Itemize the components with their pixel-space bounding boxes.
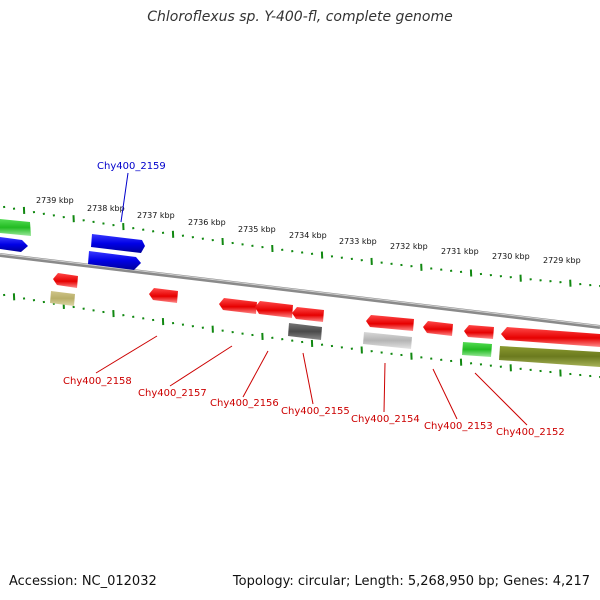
scale-label: 2734 kbp bbox=[289, 231, 327, 240]
gene-labels: Chy400_2159 Chy400_2158 Chy400_2157 Chy4… bbox=[63, 161, 565, 438]
gene-label[interactable]: Chy400_2152 bbox=[496, 427, 565, 438]
gene-label[interactable]: Chy400_2157 bbox=[138, 388, 207, 399]
reverse-cds-Chy400_2157[interactable] bbox=[149, 288, 178, 303]
genome-backbone bbox=[0, 253, 600, 329]
scale-label: 2735 kbp bbox=[238, 225, 276, 234]
forward-cds-feature[interactable] bbox=[0, 237, 28, 252]
reverse-cds-Chy400_2158[interactable] bbox=[53, 273, 78, 288]
rna-feature[interactable] bbox=[462, 342, 492, 357]
accession-text: Accession: NC_012032 bbox=[9, 574, 157, 589]
leader-line bbox=[169, 345, 233, 387]
genome-stats-text: Topology: circular; Length: 5,268,950 bp… bbox=[232, 574, 590, 589]
genome-backbone-highlight bbox=[0, 253, 600, 327]
gene-label[interactable]: Chy400_2153 bbox=[424, 421, 493, 432]
leader-line bbox=[383, 362, 386, 413]
pseudogene-feature[interactable] bbox=[288, 323, 322, 340]
gene-label[interactable]: Chy400_2156 bbox=[210, 398, 279, 409]
leader-line bbox=[432, 368, 458, 420]
scale-label: 2730 kbp bbox=[492, 252, 530, 261]
reverse-cds-Chy400_2155[interactable] bbox=[292, 307, 324, 322]
reverse-features bbox=[50, 273, 600, 367]
gene-label[interactable]: Chy400_2159 bbox=[97, 161, 166, 172]
scale-label: 2737 kbp bbox=[137, 211, 175, 220]
leader-line bbox=[120, 172, 129, 223]
upper-scale-ticks bbox=[3, 205, 600, 288]
scale-label: 2729 kbp bbox=[543, 256, 581, 265]
reverse-cds-Chy400_2152[interactable] bbox=[464, 325, 494, 339]
leader-line bbox=[302, 352, 314, 405]
scale-label: 2731 kbp bbox=[441, 247, 479, 256]
forward-cds-feature[interactable] bbox=[88, 251, 141, 270]
forward-cds-Chy400_2159[interactable] bbox=[91, 234, 145, 253]
scale-label: 2732 kbp bbox=[390, 242, 428, 251]
scale-labels: 2739 kbp 2738 kbp 2737 kbp 2736 kbp 2735… bbox=[36, 196, 581, 265]
reverse-cds-Chy400_2153[interactable] bbox=[423, 321, 453, 336]
scale-label: 2733 kbp bbox=[339, 237, 377, 246]
reverse-cds-feature[interactable] bbox=[255, 301, 293, 318]
forward-rna-feature[interactable] bbox=[0, 219, 31, 236]
forward-features bbox=[0, 219, 145, 270]
reverse-cds-Chy400_2156[interactable] bbox=[219, 298, 257, 314]
gene-label[interactable]: Chy400_2154 bbox=[351, 414, 420, 425]
scale-label: 2739 kbp bbox=[36, 196, 74, 205]
gene-label[interactable]: Chy400_2158 bbox=[63, 376, 132, 387]
leader-line bbox=[474, 372, 528, 426]
map-title: Chloroflexus sp. Y-400-fl, complete geno… bbox=[147, 9, 453, 25]
gene-label[interactable]: Chy400_2155 bbox=[281, 406, 350, 417]
gc-feature bbox=[50, 291, 75, 306]
lower-scale-ticks bbox=[3, 293, 600, 379]
gc-feature bbox=[499, 346, 600, 367]
gc-feature bbox=[363, 332, 412, 349]
leader-line bbox=[95, 335, 158, 374]
label-leader-lines bbox=[95, 172, 528, 426]
scale-label: 2736 kbp bbox=[188, 218, 226, 227]
scale-label: 2738 kbp bbox=[87, 204, 125, 213]
reverse-cds-Chy400_2154[interactable] bbox=[366, 315, 414, 331]
reverse-cds-feature[interactable] bbox=[501, 327, 600, 347]
leader-line bbox=[242, 350, 269, 398]
